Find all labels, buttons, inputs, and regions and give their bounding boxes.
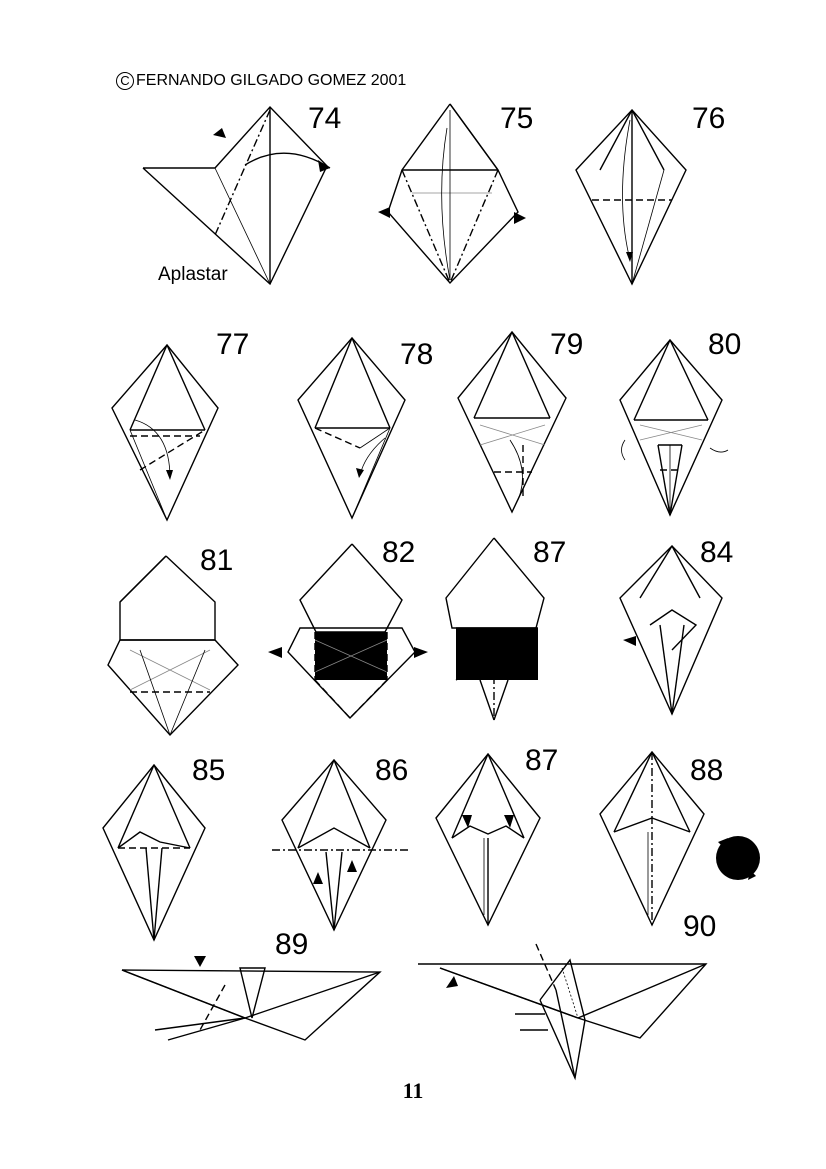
step-84-diagram [619, 545, 723, 716]
step-number: 84 [700, 536, 734, 569]
step-89-diagram [121, 956, 382, 1041]
step-90-diagram [418, 943, 708, 1081]
step-87a-diagram [445, 537, 545, 721]
copyright-icon: C [116, 72, 134, 90]
step-77-diagram [111, 343, 219, 522]
step-number: 87 [525, 744, 559, 777]
step-82-diagram [268, 543, 428, 720]
step-88-diagram [599, 750, 705, 927]
step-number: 82 [382, 536, 416, 569]
step-number: 75 [500, 102, 534, 135]
step-79-diagram [457, 330, 567, 514]
step-75-diagram [378, 103, 526, 285]
step-74-instruction: Aplastar [158, 264, 228, 285]
step-80-diagram [619, 338, 729, 517]
rotate-arrows-icon [716, 836, 760, 880]
step-85-diagram [102, 763, 206, 942]
step-number: 87 [533, 536, 567, 569]
step-number: 81 [200, 544, 234, 577]
step-number: 78 [400, 338, 434, 371]
copyright-credit: C FERNANDO GILGADO GOMEZ 2001 [116, 72, 406, 90]
step-74-diagram [142, 105, 331, 286]
step-81-diagram [107, 555, 239, 737]
step-number: 88 [690, 754, 724, 787]
step-number: 80 [708, 328, 742, 361]
step-number: 76 [692, 102, 726, 135]
step-number: 89 [275, 928, 309, 961]
step-76-diagram [575, 108, 687, 286]
step-number: 85 [192, 754, 226, 787]
author-credit: FERNANDO GILGADO GOMEZ 2001 [136, 72, 407, 89]
page-number: 11 [402, 1078, 424, 1103]
step-78-diagram [297, 336, 406, 520]
step-87b-diagram [435, 752, 541, 927]
step-number: 77 [216, 328, 250, 361]
step-number: 90 [683, 910, 717, 943]
step-number: 86 [375, 754, 409, 787]
step-number: 74 [308, 102, 342, 135]
step-86-diagram [272, 758, 410, 932]
step-number: 79 [550, 328, 584, 361]
